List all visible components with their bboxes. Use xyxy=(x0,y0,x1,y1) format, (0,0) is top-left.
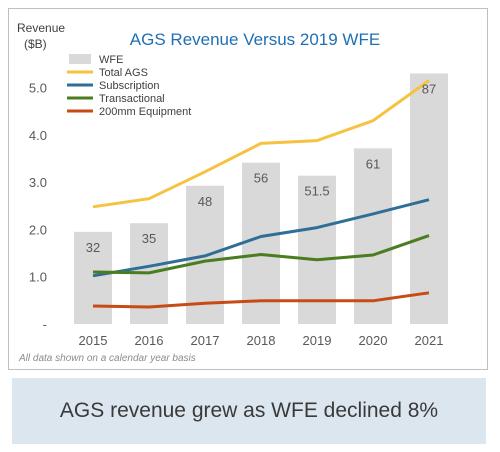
x-tick-label: 2020 xyxy=(359,333,388,348)
x-tick-label: 2019 xyxy=(303,333,332,348)
wfe-bar-2015 xyxy=(73,231,113,324)
y-axis-label-line1: Revenue xyxy=(17,21,65,35)
legend-label-wfe: WFE xyxy=(99,54,123,66)
legend-label-total-ags: Total AGS xyxy=(99,67,148,79)
x-tick-label: 2021 xyxy=(415,333,444,348)
series-line-transactional xyxy=(92,234,430,275)
wfe-bar-label-2016: 35 xyxy=(142,231,156,246)
wfe-bar-2020 xyxy=(353,148,393,324)
wfe-bar-label-2020: 61 xyxy=(366,156,380,171)
y-tick-label: 2.0 xyxy=(29,222,47,237)
takeaway-text: AGS revenue grew as WFE declined 8% xyxy=(59,399,439,422)
wfe-bar-label-2015: 32 xyxy=(86,240,100,255)
chart-frame: AGS Revenue Versus 2019 WFE Revenue ($B)… xyxy=(8,8,488,370)
series-line-subscription xyxy=(92,198,430,278)
y-tick-label: - xyxy=(43,317,47,332)
y-tick-label: 1.0 xyxy=(29,270,47,285)
wfe-bar-label-2019: 51.5 xyxy=(304,184,329,199)
wfe-bar-label-2021: 87 xyxy=(422,81,436,96)
legend-swatch-wfe xyxy=(69,54,91,64)
y-axis-label-line2: ($B) xyxy=(24,37,47,51)
chart: AGS Revenue Versus 2019 WFE Revenue ($B)… xyxy=(17,21,449,364)
y-tick-label: 3.0 xyxy=(29,175,47,190)
series-line-200mm-equipment xyxy=(92,291,430,309)
y-tick-label: 5.0 xyxy=(29,81,47,96)
wfe-bar-2021 xyxy=(409,73,449,324)
x-tick-label: 2016 xyxy=(135,333,164,348)
x-tick-label: 2015 xyxy=(79,333,108,348)
y-tick-label: 4.0 xyxy=(29,128,47,143)
chart-title: AGS Revenue Versus 2019 WFE xyxy=(130,30,380,49)
legend-label-200mm-equipment: 200mm Equipment xyxy=(99,106,191,118)
legend-label-transactional: Transactional xyxy=(99,93,165,105)
legend-label-subscription: Subscription xyxy=(99,80,160,92)
wfe-bar-label-2018: 56 xyxy=(254,171,268,186)
takeaway-banner: AGS revenue grew as WFE declined 8% xyxy=(12,378,486,444)
x-tick-label: 2018 xyxy=(247,333,276,348)
wfe-bar-2019 xyxy=(297,175,337,324)
wfe-bar-2018 xyxy=(241,162,281,324)
x-tick-label: 2017 xyxy=(191,333,220,348)
footnote: All data shown on a calendar year basis xyxy=(18,353,196,364)
series-line-total-ags xyxy=(92,79,430,209)
wfe-bar-label-2017: 48 xyxy=(198,194,212,209)
